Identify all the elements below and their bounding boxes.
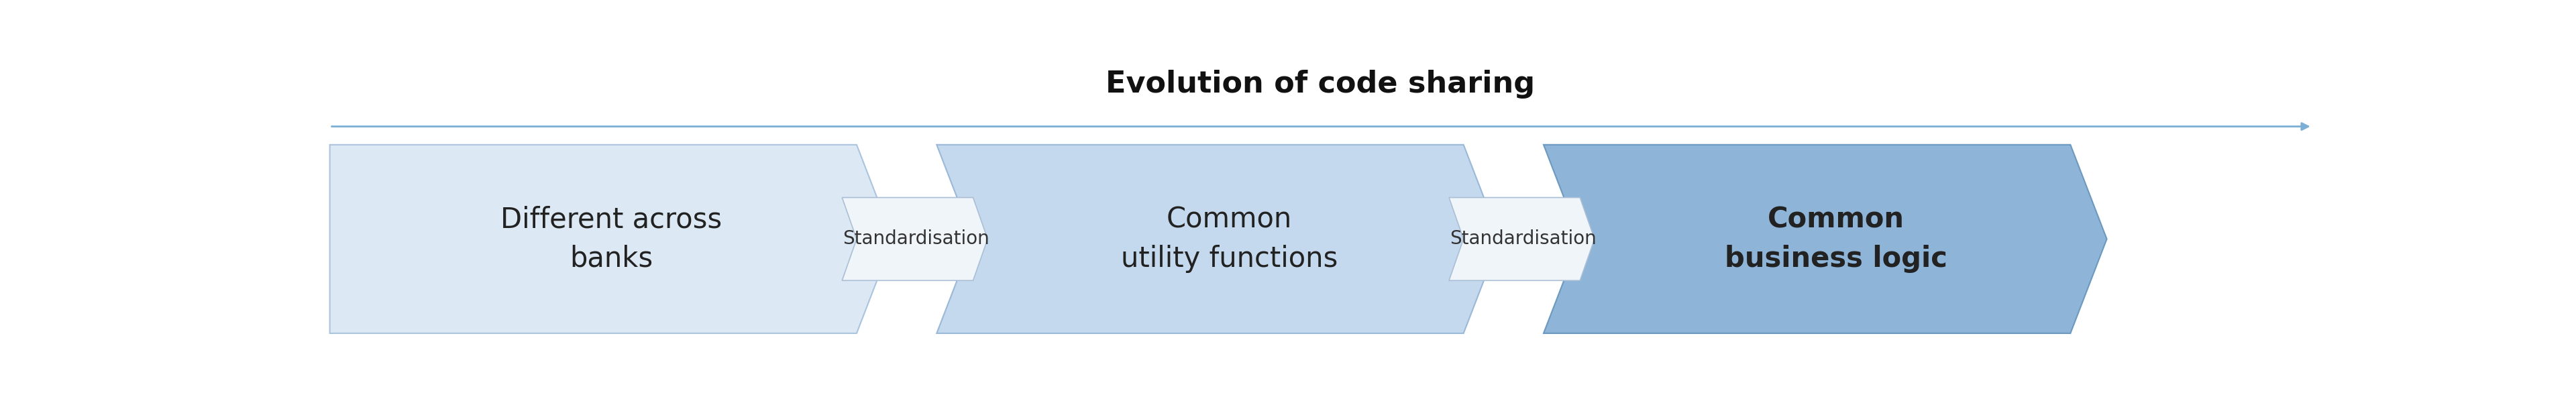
Text: Standardisation: Standardisation [842, 229, 989, 248]
Polygon shape [330, 145, 894, 333]
Polygon shape [938, 145, 1499, 333]
Text: Evolution of code sharing: Evolution of code sharing [1105, 70, 1535, 98]
Text: Different across
banks: Different across banks [500, 205, 721, 273]
Polygon shape [1543, 145, 2107, 333]
Polygon shape [842, 198, 987, 280]
Text: Common
utility functions: Common utility functions [1121, 205, 1337, 273]
Text: Standardisation: Standardisation [1450, 229, 1597, 248]
Polygon shape [1448, 198, 1595, 280]
Text: Common
business logic: Common business logic [1726, 205, 1947, 273]
